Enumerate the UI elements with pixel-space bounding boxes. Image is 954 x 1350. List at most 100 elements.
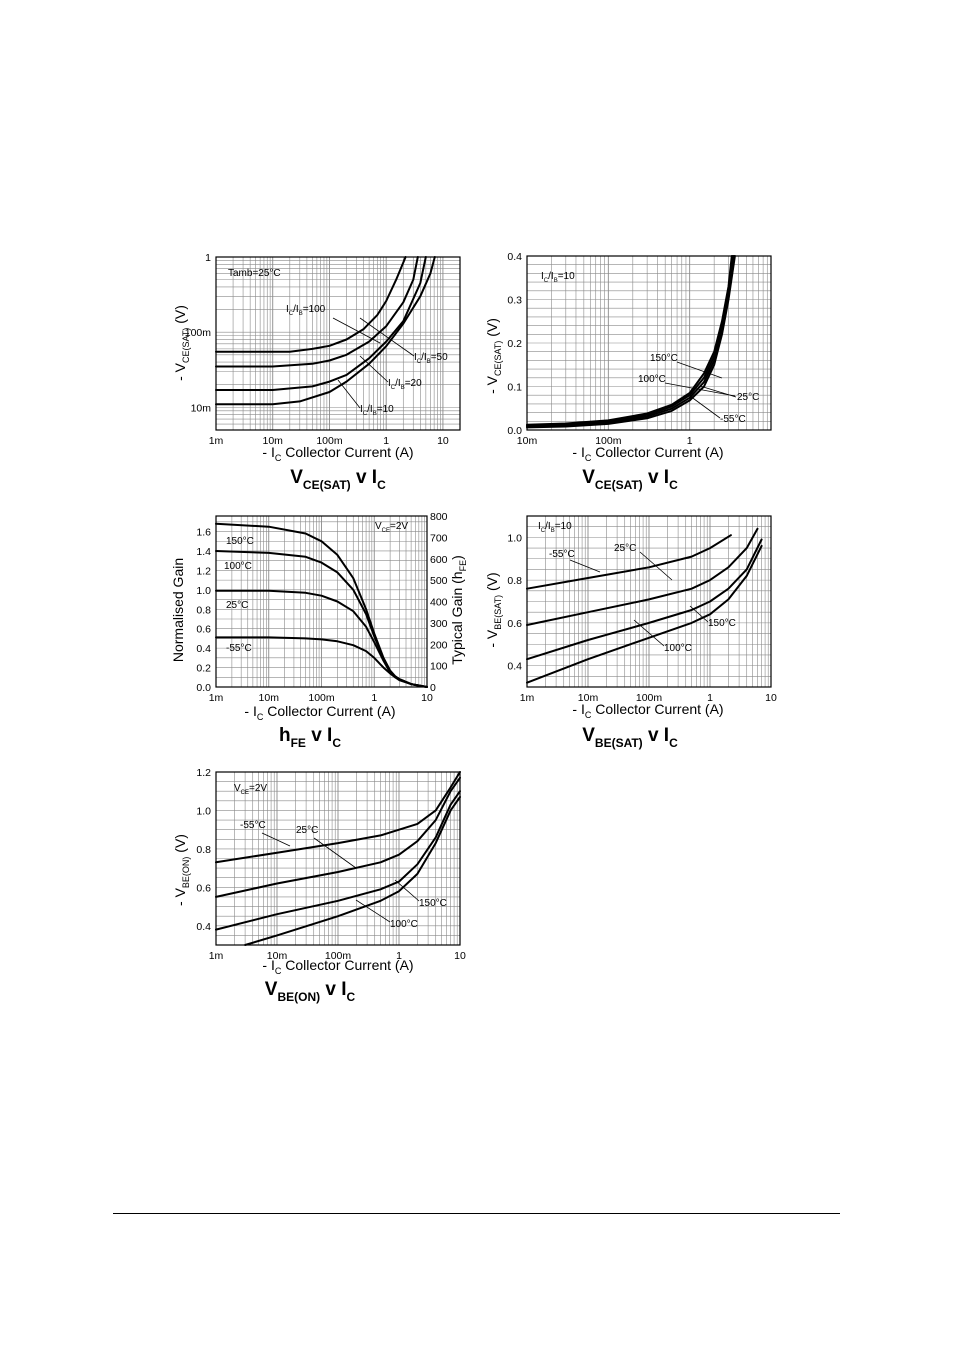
plot-frame — [215, 256, 461, 431]
series-annotation: 25°C — [737, 392, 759, 403]
condition-note: VCE=2V — [234, 783, 267, 796]
plot-frame — [526, 515, 772, 688]
series-annotation: IC/IB=100 — [286, 304, 326, 317]
chart-hfe: 1m 10m 100m 1 10 0.0 0.2 0.4 0.6 0.8 1.0 1.2 1.4 1.6 0… — [170, 511, 468, 750]
y-tick-label: 0.6 — [507, 618, 522, 630]
series-line-55c — [215, 636, 428, 688]
x-tick-label: 10 — [454, 950, 466, 962]
y-tick-label: 0.2 — [196, 663, 211, 675]
y-tick-label: 1.2 — [196, 565, 211, 577]
series-line-25c — [526, 527, 759, 626]
y-axis-label: - VBE(ON) (V) — [172, 834, 191, 906]
condition-note: Tamb=25°C — [228, 268, 281, 279]
annotation-leader — [676, 361, 723, 379]
condition-note: VCE=2V — [375, 521, 408, 534]
annotation-leader — [569, 559, 601, 573]
y-tick-label: 0.8 — [507, 575, 522, 587]
x-tick-label: 100m — [595, 435, 622, 447]
annotation-leader — [359, 317, 415, 357]
series-line-icib20 — [215, 256, 427, 391]
x-tick-label: 100m — [308, 692, 335, 704]
y-tick-label: 1 — [205, 252, 211, 264]
plot-frame — [215, 515, 428, 688]
y-tick-label: 1.0 — [507, 532, 522, 544]
series-annotation: IC/IB=20 — [388, 378, 422, 391]
gridlines — [526, 255, 771, 431]
y-tick-label: 0.4 — [507, 661, 522, 673]
annotation-leader — [639, 551, 673, 581]
y-tick-label: 0.4 — [507, 251, 522, 263]
annotation-leader — [394, 879, 420, 902]
y-axis-label: - VCE(SAT) (V) — [172, 305, 191, 381]
series-annotation: 25°C — [226, 600, 248, 611]
footer-rule — [113, 1213, 840, 1214]
y2-tick-label: 400 — [430, 597, 448, 609]
series-line-150c — [526, 544, 763, 684]
x-axis-label: - IC Collector Current (A) — [262, 444, 413, 463]
y-tick-label: 0.6 — [196, 624, 211, 636]
x-tick-label: 10m — [517, 435, 538, 447]
series-line-100c — [215, 790, 461, 931]
x-axis-label: - IC Collector Current (A) — [262, 957, 413, 976]
y2-tick-label: 600 — [430, 554, 448, 566]
y-tick-label: 1.0 — [196, 585, 211, 597]
series-line-icib50 — [215, 256, 419, 368]
x-axis-label: - IC Collector Current (A) — [572, 444, 723, 463]
y-tick-label: 0.4 — [196, 643, 211, 655]
x-tick-label: 10m — [578, 692, 599, 704]
series-line-55c — [526, 534, 732, 590]
annotation-leader — [633, 619, 665, 647]
chart-vbeon: 1m 10m 100m 1 10 0.4 0.6 0.8 1.0 1.2 VCE=2V -55°C 25… — [172, 767, 466, 1004]
x-tick-label: 10 — [765, 692, 777, 704]
y-tick-label: 0.4 — [196, 921, 211, 933]
y-tick-label: 0.6 — [196, 882, 211, 894]
x-tick-label: 10m — [259, 692, 280, 704]
series-annotation: 100°C — [664, 643, 692, 654]
y-axis-label: Normalised Gain — [170, 558, 186, 662]
plot-frame — [215, 771, 461, 946]
y2-tick-label: 700 — [430, 532, 448, 544]
series-line-25c — [215, 776, 461, 898]
plot-frame — [526, 255, 772, 431]
y-tick-label: 100m — [185, 327, 212, 339]
series-annotation: 100°C — [390, 919, 418, 930]
y2-tick-label: 100 — [430, 661, 448, 673]
x-tick-label: 100m — [316, 435, 343, 447]
x-tick-label: 1m — [209, 692, 224, 704]
series-annotation: 150°C — [650, 353, 678, 364]
chart-title: VBE(SAT) v IC — [582, 725, 678, 750]
series-annotation: 25°C — [614, 543, 636, 554]
gridlines — [526, 515, 771, 688]
y2-axis-label: Typical Gain (hFE) — [449, 555, 468, 665]
y-tick-label: 0.3 — [507, 295, 522, 307]
x-tick-label: 1 — [707, 692, 713, 704]
annotation-leader — [689, 605, 709, 623]
annotation-leader — [359, 355, 389, 383]
x-tick-label: 1m — [209, 435, 224, 447]
y2-tick-label: 500 — [430, 575, 448, 587]
y-tick-label: 1.4 — [196, 546, 211, 558]
chart-title: hFE v IC — [279, 725, 341, 750]
x-axis-label: - IC Collector Current (A) — [244, 703, 395, 722]
series-annotation: 100°C — [638, 374, 666, 385]
series-line-icib10 — [215, 256, 436, 406]
series-annotation: 25°C — [296, 825, 318, 836]
condition-note: IC/IB=10 — [538, 521, 572, 534]
series-annotation: -55°C — [226, 643, 252, 654]
y-tick-label: 0.1 — [507, 382, 522, 394]
y-tick-label: 10m — [191, 402, 212, 414]
y2-tick-label: 0 — [430, 682, 436, 694]
x-tick-label: 1 — [396, 950, 402, 962]
annotation-leader — [337, 379, 361, 409]
y-tick-label: 0.0 — [196, 682, 211, 694]
series-annotation: IC/IB=50 — [414, 352, 448, 365]
series-annotation: -55°C — [240, 820, 266, 831]
x-tick-label: 10 — [437, 435, 449, 447]
x-axis-label: - IC Collector Current (A) — [572, 701, 723, 720]
annotation-leader — [664, 382, 736, 397]
annotation-leader — [689, 395, 721, 419]
series-annotation: -55°C — [549, 549, 575, 560]
chart-title: VBE(ON) v IC — [265, 979, 356, 1004]
annotation-leader — [313, 837, 357, 869]
